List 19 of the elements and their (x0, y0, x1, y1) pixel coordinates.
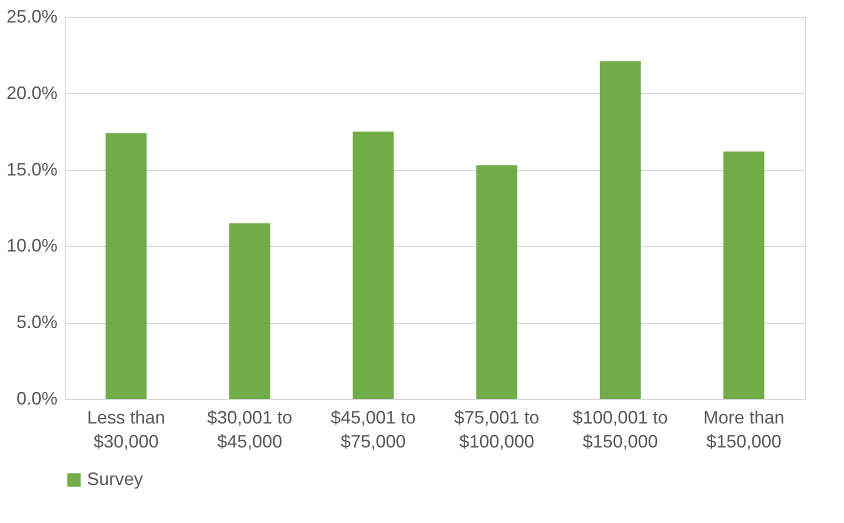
y-tick-label: 15.0% (6, 159, 58, 180)
bar (723, 151, 764, 399)
bar (600, 61, 641, 399)
y-tick-label: 5.0% (16, 312, 58, 332)
x-tick-label: $100,001 to $150,000 (572, 408, 668, 452)
x-tick-label: $30,001 to $45,000 (207, 408, 292, 452)
y-tick-label: 0.0% (16, 388, 58, 408)
bar (229, 223, 270, 399)
bar (106, 133, 147, 399)
x-tick-label: $45,001 to $75,000 (330, 408, 416, 452)
x-tick-label: More than $150,000 (703, 408, 784, 452)
bar (352, 132, 394, 399)
y-tick-label: 20.0% (6, 82, 58, 103)
y-tick-label: 25.0% (6, 6, 58, 26)
y-tick-label: 10.0% (6, 236, 58, 256)
bar (476, 165, 518, 399)
legend-label: Survey (87, 469, 144, 489)
x-tick-label: Less than $30,000 (87, 408, 166, 452)
x-tick-label: $75,001 to $100,000 (454, 408, 540, 452)
